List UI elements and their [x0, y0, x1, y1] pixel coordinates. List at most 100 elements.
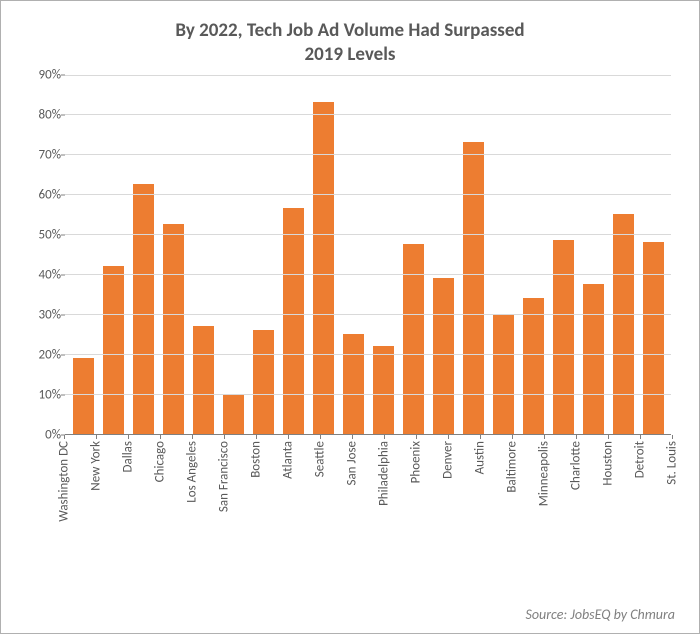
x-tick-mark — [224, 435, 225, 439]
bar-slot — [308, 75, 338, 434]
x-tick-label: Atlanta — [281, 441, 296, 479]
x-tick-mark — [672, 435, 673, 439]
x-tick-label: Los Angeles — [185, 441, 200, 503]
bar-slot — [518, 75, 548, 434]
x-tick-mark — [384, 435, 385, 439]
x-label-slot: Denver — [432, 435, 464, 553]
gridline — [65, 75, 671, 76]
bar — [193, 326, 214, 434]
x-label-slot: St. Louis — [656, 435, 688, 553]
y-tick-mark — [61, 354, 65, 355]
x-tick-label: Charlotte — [569, 441, 584, 490]
chart-title: By 2022, Tech Job Ad Volume Had Surpasse… — [21, 19, 679, 67]
x-tick-label: Denver — [441, 441, 456, 479]
x-tick-mark — [192, 435, 193, 439]
x-label-slot: Detroit — [624, 435, 656, 553]
x-tick-mark — [128, 435, 129, 439]
bar — [343, 334, 364, 434]
gridline — [65, 314, 671, 315]
gridline — [65, 114, 671, 115]
bar — [103, 266, 124, 434]
x-label-slot: New York — [80, 435, 112, 553]
bar — [523, 298, 544, 434]
x-label-slot: Austin — [464, 435, 496, 553]
y-tick-label: 20% — [21, 347, 61, 362]
bar — [403, 244, 424, 433]
x-label-slot: Baltimore — [496, 435, 528, 553]
bar — [373, 346, 394, 434]
x-label-slot: San Jose — [336, 435, 368, 553]
x-tick-label: Philadelphia — [377, 441, 392, 506]
x-label-slot: Phoenix — [400, 435, 432, 553]
y-tick-label: 80% — [21, 107, 61, 122]
x-tick-label: St. Louis — [665, 441, 680, 485]
y-tick-label: 50% — [21, 227, 61, 242]
bar-slot — [248, 75, 278, 434]
bar-slot — [608, 75, 638, 434]
x-tick-mark — [352, 435, 353, 439]
x-tick-mark — [512, 435, 513, 439]
x-tick-mark — [96, 435, 97, 439]
x-tick-label: Washington DC — [57, 441, 72, 522]
gridline — [65, 234, 671, 235]
x-tick-label: Seattle — [313, 441, 328, 477]
x-tick-label: Boston — [249, 441, 264, 478]
y-tick-mark — [61, 194, 65, 195]
chart-title-line1: By 2022, Tech Job Ad Volume Had Surpasse… — [175, 19, 524, 42]
y-tick-mark — [61, 394, 65, 395]
y-tick-label: 90% — [21, 67, 61, 82]
x-label-slot: Dallas — [112, 435, 144, 553]
x-label-slot: San Francisco — [208, 435, 240, 553]
x-tick-mark — [640, 435, 641, 439]
x-label-slot: Los Angeles — [176, 435, 208, 553]
bar — [283, 208, 304, 433]
gridline — [65, 274, 671, 275]
x-tick-mark — [416, 435, 417, 439]
bar-slot — [638, 75, 668, 434]
bar-slot — [338, 75, 368, 434]
y-tick-label: 70% — [21, 147, 61, 162]
x-tick-label: Austin — [473, 441, 488, 474]
bar-slot — [428, 75, 458, 434]
bar — [493, 314, 514, 434]
chart-title-line2: 2019 Levels — [305, 43, 396, 66]
x-tick-mark — [160, 435, 161, 439]
x-tick-mark — [256, 435, 257, 439]
bar-slot — [278, 75, 308, 434]
bar-slot — [578, 75, 608, 434]
x-label-slot: Boston — [240, 435, 272, 553]
bar — [223, 394, 244, 434]
x-label-slot: Chicago — [144, 435, 176, 553]
x-tick-label: Phoenix — [409, 441, 424, 483]
x-tick-label: Chicago — [153, 441, 168, 482]
gridline — [65, 194, 671, 195]
bar — [463, 142, 484, 433]
y-tick-label: 10% — [21, 387, 61, 402]
x-tick-mark — [64, 435, 65, 439]
bar-slot — [218, 75, 248, 434]
y-tick-mark — [61, 234, 65, 235]
x-tick-mark — [320, 435, 321, 439]
bar — [643, 242, 664, 433]
x-tick-label: Dallas — [121, 441, 136, 473]
y-tick-label: 40% — [21, 267, 61, 282]
bar-slot — [188, 75, 218, 434]
bar — [583, 284, 604, 434]
x-tick-label: San Jose — [345, 441, 360, 486]
gridline — [65, 154, 671, 155]
x-label-slot: Charlotte — [560, 435, 592, 553]
y-tick-label: 30% — [21, 307, 61, 322]
chart-container: By 2022, Tech Job Ad Volume Had Surpasse… — [0, 0, 700, 634]
bar-slot — [398, 75, 428, 434]
plot-area — [65, 75, 671, 435]
x-tick-mark — [288, 435, 289, 439]
gridline — [65, 354, 671, 355]
x-tick-mark — [448, 435, 449, 439]
bar — [133, 184, 154, 433]
x-label-slot: Washington DC — [48, 435, 80, 553]
x-tick-label: San Francisco — [217, 441, 232, 512]
x-tick-label: Baltimore — [505, 441, 520, 493]
y-tick-label: 60% — [21, 187, 61, 202]
bar — [253, 330, 274, 434]
bar-slot — [488, 75, 518, 434]
